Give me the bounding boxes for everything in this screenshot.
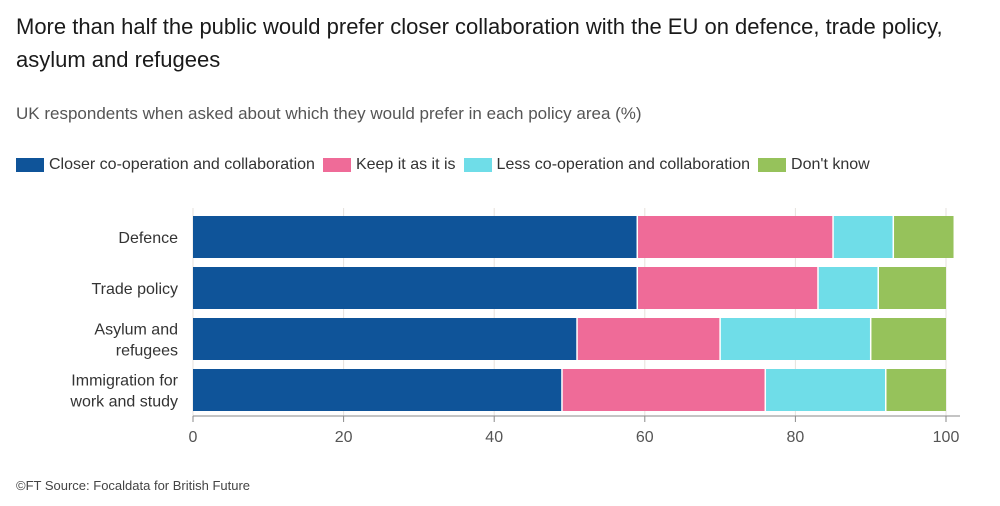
bar-segment-3-0 <box>193 369 562 411</box>
x-tick-label-100: 100 <box>933 429 960 446</box>
bar-segment-2-2 <box>720 318 871 360</box>
legend-swatch-keep <box>322 158 351 172</box>
bar-segment-0-1 <box>637 216 834 258</box>
chart-subtitle: UK respondents when asked about which th… <box>16 104 642 123</box>
legend-swatch-dont-know <box>758 158 787 172</box>
x-tick-label-60: 60 <box>636 429 654 446</box>
legend-swatch-closer <box>16 158 44 172</box>
x-axis: 0 20 40 60 80 100 <box>189 415 960 446</box>
bar-segment-3-3 <box>885 369 946 411</box>
legend-item-less: Less co-operation and collaboration <box>463 156 751 174</box>
legend-label-less: Less co-operation and collaboration <box>496 156 751 173</box>
bar-segment-1-1 <box>637 267 818 309</box>
bar-segment-3-2 <box>765 369 886 411</box>
bar-segment-3-1 <box>561 369 766 411</box>
legend-label-keep: Keep it as it is <box>355 156 456 173</box>
bars <box>193 216 954 411</box>
source-note: ©FT Source: Focaldata for British Future <box>16 478 251 493</box>
legend-label-closer: Closer co-operation and collaboration <box>49 156 315 173</box>
x-tick-label-20: 20 <box>335 429 353 446</box>
x-tick-label-80: 80 <box>787 429 805 446</box>
category-label-line-2-0: Asylum and <box>94 322 178 339</box>
legend-swatch-less <box>463 158 492 172</box>
x-tick-label-0: 0 <box>189 429 198 446</box>
category-label-2: Asylum and refugees <box>94 322 178 360</box>
legend-label-dont-know: Don't know <box>791 156 870 173</box>
bar-segment-1-3 <box>878 267 946 309</box>
category-label-line-1-0: Trade policy <box>91 281 178 298</box>
chart-title: More than half the public would prefer c… <box>16 14 943 72</box>
bar-segment-1-2 <box>817 267 879 309</box>
category-label-3: Immigration for work and study <box>69 373 178 411</box>
x-tick-label-40: 40 <box>485 429 503 446</box>
category-labels: Defence Trade policy Asylum and refugees Imm… <box>69 230 178 411</box>
bar-segment-0-2 <box>833 216 894 258</box>
bar-segment-1-0 <box>193 267 638 309</box>
legend-item-dont-know: Don't know <box>758 156 870 174</box>
category-label-line-3-1: work and study <box>69 394 178 411</box>
category-label-line-2-1: refugees <box>116 343 178 360</box>
bar-segment-2-3 <box>870 318 946 360</box>
bar-segment-2-0 <box>193 318 578 360</box>
bar-segment-2-1 <box>577 318 721 360</box>
legend-item-keep: Keep it as it is <box>322 156 456 174</box>
bar-segment-0-3 <box>893 216 954 258</box>
category-label-0: Defence <box>118 230 178 247</box>
category-label-1: Trade policy <box>91 281 178 298</box>
chart-legend: Closer co-operation and collaboration Ke… <box>16 156 878 174</box>
bar-segment-0-0 <box>193 216 638 258</box>
stacked-bar-chart: Defence Trade policy Asylum and refugees Imm… <box>69 208 960 446</box>
category-label-line-3-0: Immigration for <box>71 373 178 390</box>
legend-item-closer: Closer co-operation and collaboration <box>16 156 315 174</box>
category-label-line-0-0: Defence <box>118 230 178 247</box>
